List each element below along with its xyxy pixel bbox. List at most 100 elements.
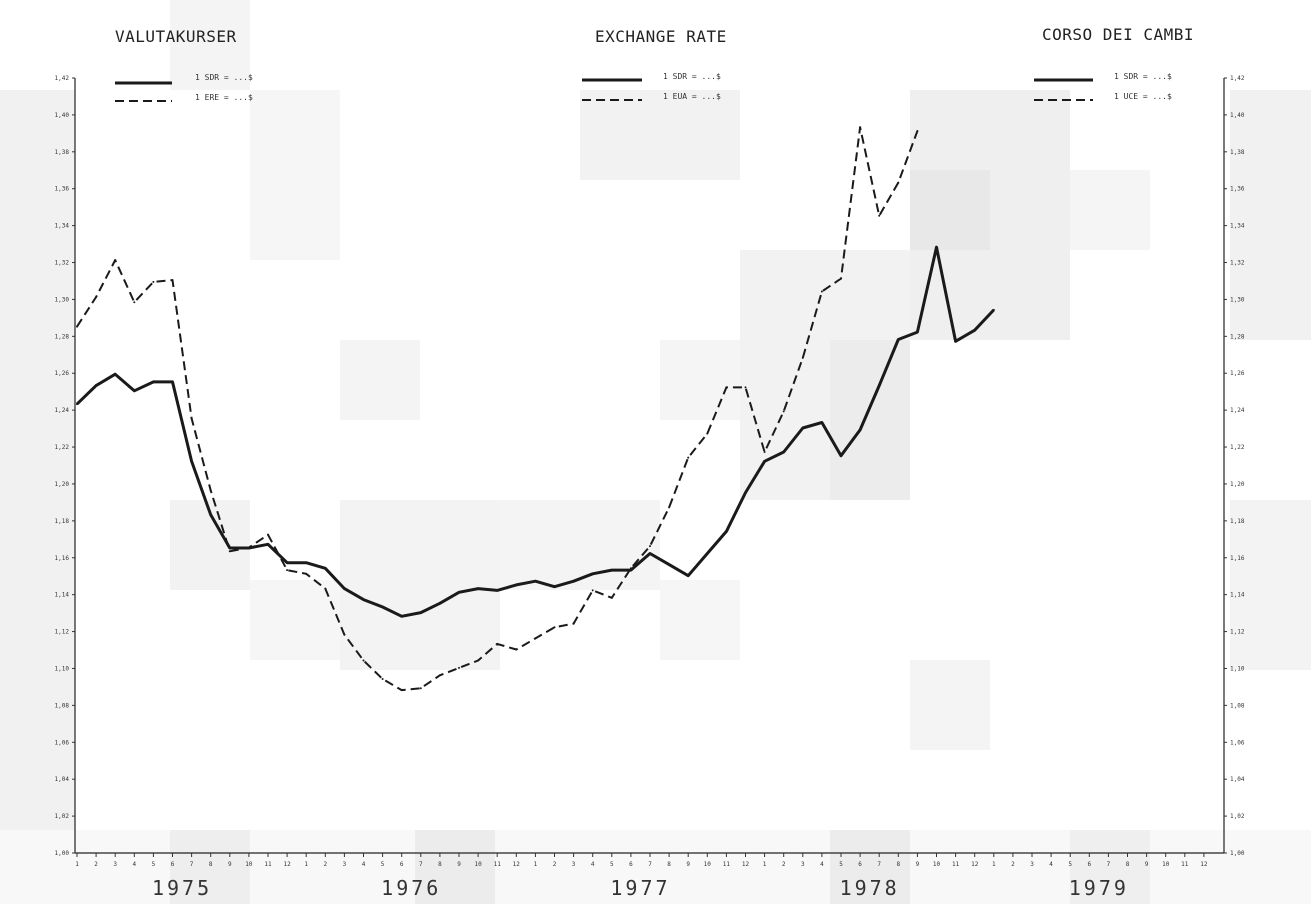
- legend-dashed-label: 1 UCE = ...$: [1114, 92, 1172, 101]
- x-tick-label: 2: [1011, 861, 1015, 868]
- data-point-dashed: [209, 489, 212, 492]
- x-tick-label: 6: [629, 861, 633, 868]
- y-tick-label-right: 1,14: [1230, 592, 1245, 599]
- x-tick-label: 6: [858, 861, 862, 868]
- data-point-dashed: [706, 432, 709, 435]
- data-point-solid: [763, 460, 766, 463]
- data-point-dashed: [801, 356, 804, 359]
- x-tick-label: 2: [94, 861, 98, 868]
- data-point-dashed: [458, 666, 460, 669]
- data-point-dashed: [916, 130, 919, 132]
- noise-block: [415, 830, 495, 904]
- x-tick-label: 6: [400, 861, 404, 868]
- y-tick-label-left: 1,14: [55, 592, 70, 599]
- y-tick-label-left: 1,02: [55, 813, 70, 820]
- legend-solid-label: 1 SDR = ...$: [1114, 72, 1172, 81]
- data-point-dashed: [324, 587, 327, 590]
- legend-solid-label: 1 SDR = ...$: [195, 73, 253, 82]
- x-tick-label: 10: [1162, 861, 1170, 868]
- year-label: 1977: [610, 876, 670, 900]
- x-tick-label: 10: [474, 861, 482, 868]
- data-point-dashed: [744, 386, 747, 389]
- y-tick-label-right: 1,26: [1230, 370, 1245, 377]
- y-tick-label-left: 1,16: [55, 555, 70, 562]
- year-label: 1976: [381, 876, 441, 900]
- noise-block: [1070, 170, 1150, 250]
- legend-dashed-label: 1 EUA = ...$: [663, 92, 721, 101]
- x-tick-label: 9: [228, 861, 232, 868]
- x-tick-label: 11: [723, 861, 731, 868]
- x-tick-label: 3: [572, 861, 576, 868]
- x-tick-label: 12: [1200, 861, 1208, 868]
- data-point-solid: [477, 587, 480, 590]
- data-point-dashed: [725, 386, 728, 389]
- x-tick-label: 7: [648, 861, 652, 868]
- y-tick-label-right: 1,10: [1230, 665, 1245, 672]
- y-tick-label-right: 1,24: [1230, 407, 1245, 414]
- x-tick-label: 4: [591, 861, 595, 868]
- data-point-solid: [267, 543, 269, 546]
- y-tick-label-right: 1,42: [1230, 75, 1245, 82]
- x-axis-year-labels: 1975 1976 1977 1978 1979: [152, 876, 1129, 900]
- data-point-solid: [954, 340, 957, 343]
- data-point-solid: [935, 246, 938, 249]
- data-point-dashed: [400, 689, 403, 692]
- data-point-dashed: [515, 648, 518, 651]
- x-tick-label: 4: [820, 861, 824, 868]
- y-tick-label-left: 1,30: [55, 296, 70, 303]
- y-tick-label-left: 1,42: [55, 75, 70, 82]
- year-label: 1979: [1069, 876, 1129, 900]
- y-tick-label-right: 1,08: [1230, 702, 1245, 709]
- x-tick-label: 6: [171, 861, 175, 868]
- data-point-dashed: [190, 417, 193, 420]
- x-tick-label: 9: [686, 861, 690, 868]
- data-point-dashed: [247, 546, 250, 549]
- y-tick-label-right: 1,34: [1230, 223, 1245, 230]
- data-point-solid: [916, 331, 919, 334]
- year-label: 1975: [152, 876, 212, 900]
- y-tick-label-right: 1,16: [1230, 555, 1245, 562]
- x-tick-label: 11: [952, 861, 960, 868]
- year-label: 1978: [840, 876, 900, 900]
- data-point-solid: [553, 585, 556, 588]
- x-tick-label: 8: [896, 861, 900, 868]
- y-tick-label-right: 1,36: [1230, 186, 1245, 193]
- y-tick-label-right: 1,22: [1230, 444, 1245, 451]
- data-point-solid: [133, 389, 136, 392]
- y-tick-label-left: 1,28: [55, 333, 70, 340]
- noise-block: [910, 660, 990, 750]
- data-point-solid: [610, 569, 613, 572]
- x-tick-label: 5: [610, 861, 614, 868]
- x-tick-label: 12: [513, 861, 521, 868]
- noise-block: [660, 580, 740, 660]
- data-point-dashed: [878, 214, 881, 217]
- y-tick-label-left: 1,04: [55, 776, 70, 783]
- x-tick-label: 7: [1107, 861, 1111, 868]
- y-tick-label-right: 1,38: [1230, 149, 1245, 156]
- y-tick-label-left: 1,22: [55, 444, 70, 451]
- data-point-dashed: [782, 410, 785, 413]
- x-tick-label: 2: [323, 861, 327, 868]
- x-tick-label: 12: [283, 861, 291, 868]
- data-point-dashed: [362, 659, 365, 662]
- y-tick-label-right: 1,30: [1230, 296, 1245, 303]
- data-point-dashed: [95, 296, 98, 298]
- data-point-solid: [744, 491, 747, 494]
- x-tick-label: 7: [877, 861, 881, 868]
- x-tick-label: 1: [763, 861, 767, 868]
- data-point-dashed: [343, 633, 346, 636]
- data-point-dashed: [114, 259, 117, 262]
- x-tick-label: 1: [75, 861, 79, 868]
- data-point-solid: [878, 384, 881, 387]
- y-tick-label-right: 1,40: [1230, 112, 1245, 119]
- data-point-dashed: [152, 280, 155, 283]
- data-point-dashed: [763, 451, 766, 453]
- noise-block: [580, 90, 740, 180]
- y-tick-label-left: 1,18: [55, 518, 70, 525]
- noise-block: [830, 340, 910, 500]
- noise-block: [1070, 830, 1150, 904]
- data-point-dashed: [381, 678, 384, 680]
- data-point-solid: [572, 580, 575, 583]
- data-point-solid: [419, 611, 422, 614]
